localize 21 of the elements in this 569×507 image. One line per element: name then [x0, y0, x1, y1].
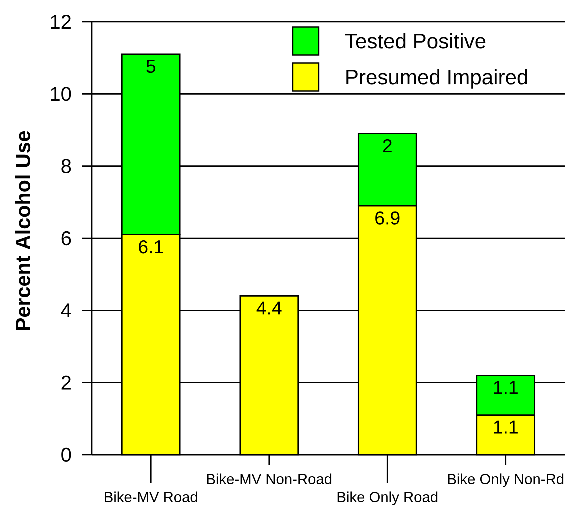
x-tick-label: Bike Only Non-Rd: [448, 474, 564, 488]
x-tick-label: Bike-MV Non-Road: [207, 474, 332, 484]
y-tick-label: 4: [61, 304, 72, 318]
data-label: 1.1: [494, 381, 518, 394]
x-tick-label: Bike-MV Road: [105, 492, 198, 502]
data-label: 1.1: [494, 420, 518, 434]
y-tick-label: 12: [51, 15, 71, 29]
y-tick-label: 6: [62, 231, 72, 246]
legend-label: Presumed Impaired: [346, 69, 528, 89]
data-label: 6.9: [376, 212, 400, 225]
legend-label: Tested Positive: [345, 33, 486, 49]
data-label: 2: [383, 139, 392, 152]
y-tick-label: 0: [62, 448, 72, 462]
y-tick-label: 8: [62, 159, 72, 174]
y-axis-title: Percent Alcohol Use: [15, 131, 31, 330]
data-label: 6.1: [139, 240, 164, 254]
x-tick-label: Bike Only Road: [338, 492, 438, 506]
data-label: 4.4: [256, 302, 282, 315]
y-tick-label: 2: [62, 376, 71, 390]
y-tick-label: 10: [51, 87, 72, 102]
data-label: 5: [146, 60, 156, 74]
